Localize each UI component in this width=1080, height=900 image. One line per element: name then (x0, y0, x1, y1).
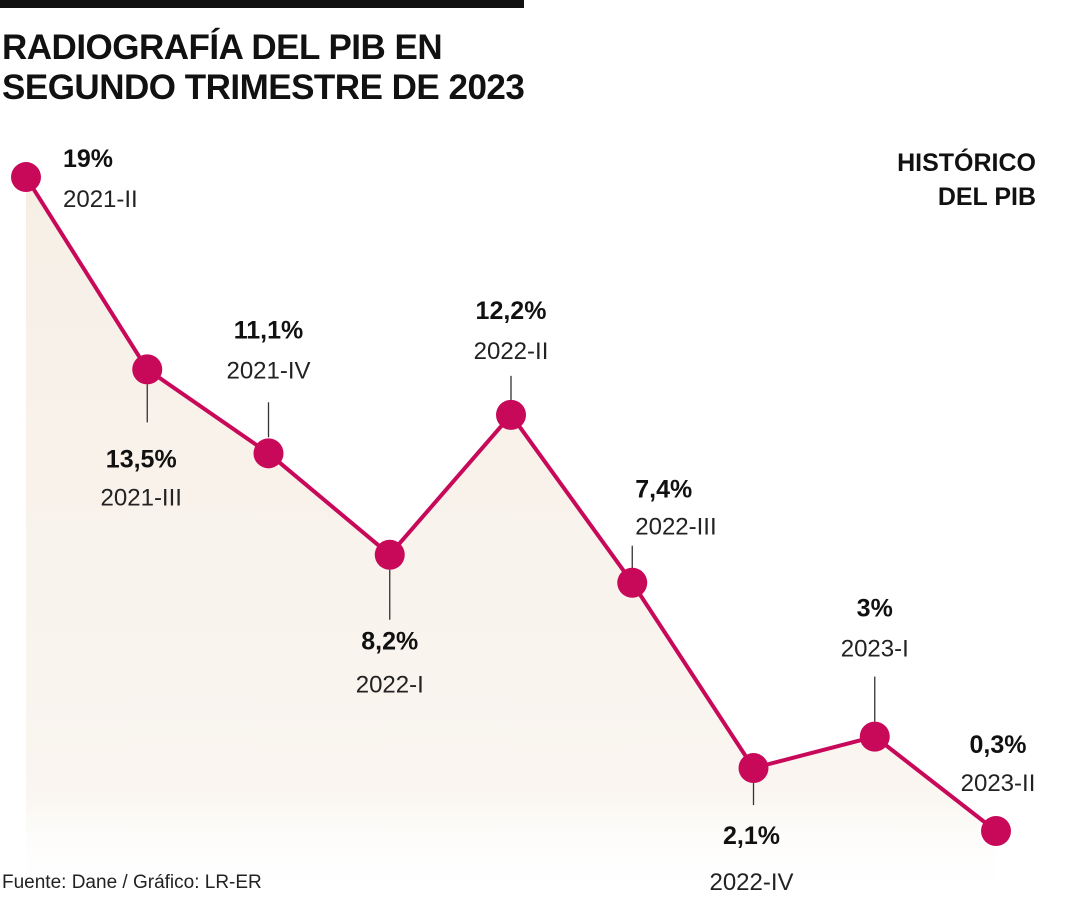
area-fill (26, 177, 996, 900)
data-label-value: 0,3% (970, 731, 1027, 759)
data-point (132, 354, 163, 385)
data-label-category: 2022-IV (709, 869, 793, 896)
data-label-value: 2,1% (723, 822, 780, 850)
data-label-value: 3% (857, 595, 893, 623)
data-label-category: 2021-IV (226, 357, 310, 384)
title-line-1: RADIOGRAFÍA DEL PIB EN (2, 28, 443, 67)
data-point (496, 399, 526, 430)
data-point (981, 816, 1011, 846)
data-label-value: 11,1% (234, 316, 304, 344)
chart-title: RADIOGRAFÍA DEL PIB EN SEGUNDO TRIMESTRE… (2, 28, 525, 108)
title-line-2: SEGUNDO TRIMESTRE DE 2023 (2, 68, 525, 107)
data-label-category: 2021-III (101, 484, 182, 511)
data-label-category: 2022-II (474, 338, 549, 365)
data-point (374, 539, 405, 570)
data-point (859, 721, 890, 752)
data-point (738, 753, 769, 784)
data-label-category: 2022-I (356, 672, 424, 699)
data-point (617, 567, 648, 598)
data-label-category: 2023-I (841, 636, 909, 663)
data-label-value: 12,2% (476, 297, 547, 325)
legend-line-1: HISTÓRICO (897, 149, 1036, 177)
data-label-category: 2023-II (961, 770, 1036, 797)
data-label-category: 2022-III (635, 514, 716, 541)
data-label-value: 8,2% (361, 628, 418, 656)
source-note: Fuente: Dane / Gráfico: LR-ER (2, 872, 262, 893)
data-label-value: 19% (63, 145, 113, 173)
top-rule (0, 0, 524, 8)
data-label-category: 2021-II (63, 186, 138, 213)
legend-line-2: DEL PIB (937, 183, 1036, 211)
data-point (253, 438, 284, 469)
data-point (11, 162, 41, 193)
chart-legend: HISTÓRICO DEL PIB (897, 146, 1036, 214)
data-label-value: 13,5% (106, 445, 177, 473)
data-label-value: 7,4% (635, 476, 692, 504)
